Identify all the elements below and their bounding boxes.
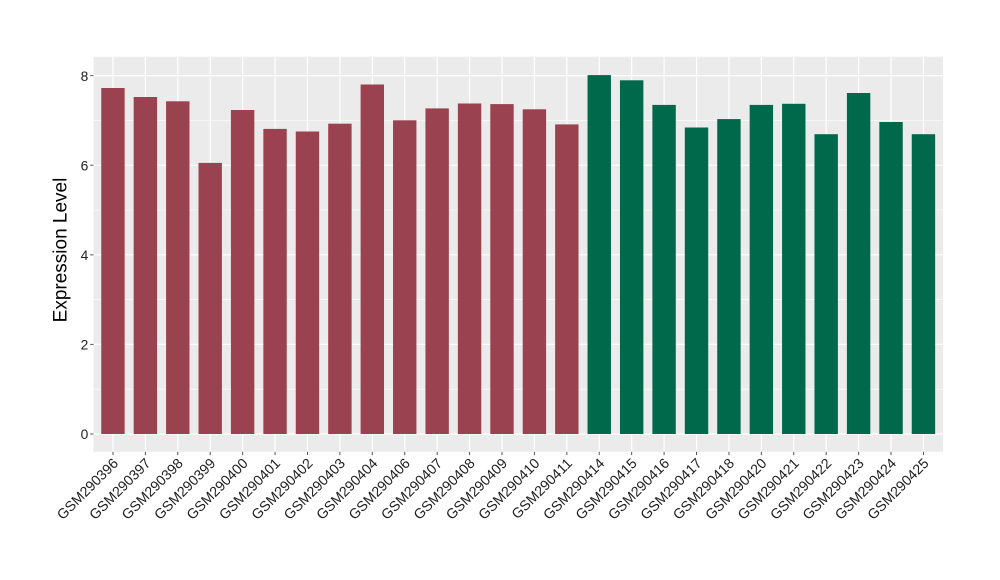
svg-text:8: 8 <box>81 69 89 84</box>
svg-text:6: 6 <box>81 158 89 173</box>
svg-text:2: 2 <box>81 338 89 353</box>
svg-text:Expression Level: Expression Level <box>51 178 72 323</box>
svg-text:4: 4 <box>81 248 89 263</box>
svg-text:0: 0 <box>81 427 89 442</box>
